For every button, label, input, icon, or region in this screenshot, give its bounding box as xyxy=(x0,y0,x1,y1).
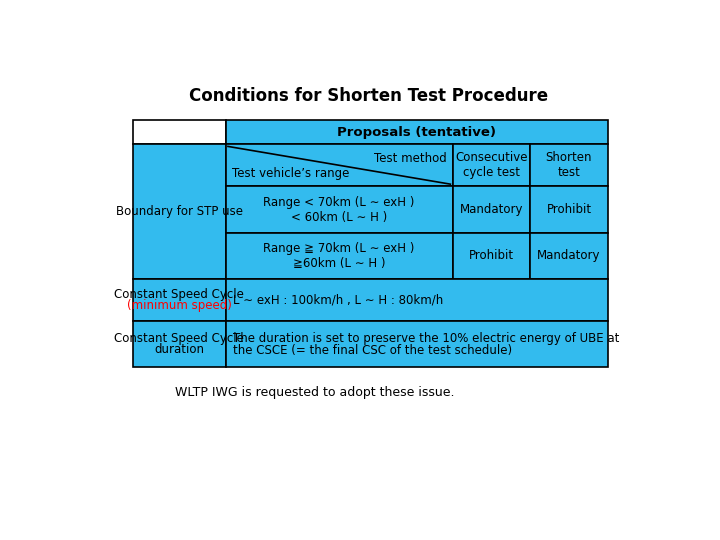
Text: Prohibit: Prohibit xyxy=(469,249,514,262)
Bar xyxy=(132,321,225,367)
Text: Constant Speed Cycle: Constant Speed Cycle xyxy=(114,288,244,301)
Text: (minimum speed): (minimum speed) xyxy=(127,299,232,312)
Text: WLTP IWG is requested to adopt these issue.: WLTP IWG is requested to adopt these iss… xyxy=(175,386,455,399)
Bar xyxy=(453,233,530,279)
Text: Constant Speed Cycle: Constant Speed Cycle xyxy=(114,333,244,346)
Text: Test vehicle’s range: Test vehicle’s range xyxy=(232,167,349,180)
Bar xyxy=(530,233,608,279)
Text: Range ≧ 70km (L ∼ exH )
≧60km (L ∼ H ): Range ≧ 70km (L ∼ exH ) ≧60km (L ∼ H ) xyxy=(264,242,415,270)
Text: Shorten
test: Shorten test xyxy=(546,151,593,179)
Bar xyxy=(132,120,225,144)
Text: Mandatory: Mandatory xyxy=(459,203,523,216)
Bar xyxy=(225,233,453,279)
Bar xyxy=(225,279,608,321)
Bar xyxy=(225,120,608,144)
Bar xyxy=(530,144,608,186)
Text: Proposals (tentative): Proposals (tentative) xyxy=(337,126,496,139)
Text: L ∼ exH : 100km/h , L ∼ H : 80km/h: L ∼ exH : 100km/h , L ∼ H : 80km/h xyxy=(233,294,444,307)
Text: duration: duration xyxy=(154,343,204,356)
Text: Consecutive
cycle test: Consecutive cycle test xyxy=(455,151,528,179)
Text: Mandatory: Mandatory xyxy=(537,249,600,262)
Text: Boundary for STP use: Boundary for STP use xyxy=(116,205,243,218)
Text: Prohibit: Prohibit xyxy=(546,203,592,216)
Bar xyxy=(132,144,225,279)
Bar xyxy=(453,144,530,186)
Bar xyxy=(225,186,453,233)
Bar xyxy=(225,144,453,186)
Text: The duration is set to preserve the 10% electric energy of UBE at: The duration is set to preserve the 10% … xyxy=(233,333,620,346)
Text: the CSCE (= the final CSC of the test schedule): the CSCE (= the final CSC of the test sc… xyxy=(233,344,513,357)
Bar xyxy=(225,321,608,367)
Bar xyxy=(530,186,608,233)
Bar xyxy=(453,186,530,233)
Bar xyxy=(132,279,225,321)
Text: Test method: Test method xyxy=(374,152,446,165)
Text: Conditions for Shorten Test Procedure: Conditions for Shorten Test Procedure xyxy=(189,86,549,105)
Text: Range < 70km (L ∼ exH )
< 60km (L ∼ H ): Range < 70km (L ∼ exH ) < 60km (L ∼ H ) xyxy=(264,195,415,224)
